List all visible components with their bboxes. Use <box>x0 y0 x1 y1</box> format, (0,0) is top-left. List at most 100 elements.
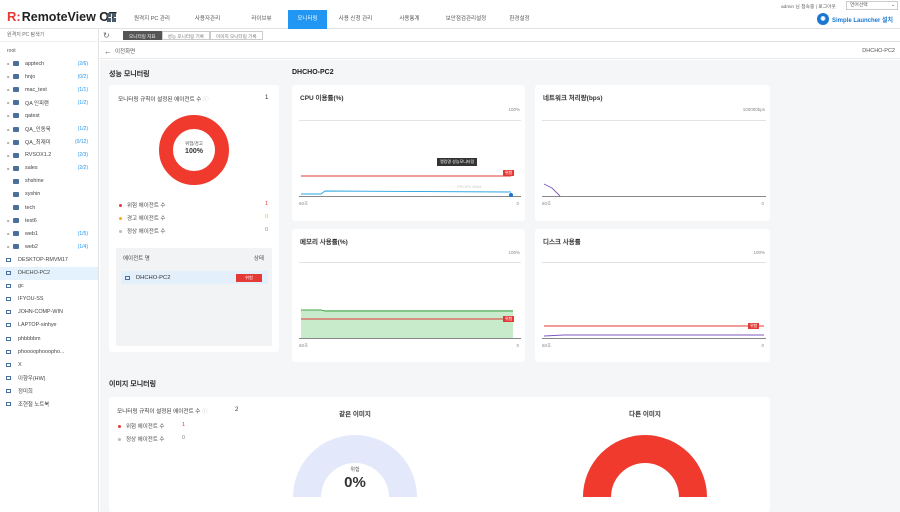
chevron-down-icon: ⌄ <box>890 3 895 8</box>
sidebar-item[interactable]: IFYOU-SS <box>0 293 98 306</box>
perf-agent-count: 1 <box>265 95 269 101</box>
launcher-install-button[interactable]: ◉ Simple Launcher 설치 <box>817 13 893 25</box>
sidebar-item[interactable]: X <box>0 358 98 371</box>
sidebar-item[interactable]: ▸ QA_최재미 (0/12) <box>0 136 98 149</box>
tree-root[interactable]: root <box>7 48 16 54</box>
cpu-x-right: 0 <box>516 201 519 206</box>
sidebar-item-count: (1/2) <box>77 99 88 106</box>
info-icon[interactable]: ⓘ <box>202 97 209 103</box>
nav-security[interactable]: 보안점검관리설정 <box>445 16 487 22</box>
expand-arrow-icon[interactable]: ▸ <box>7 100 10 106</box>
nav-users[interactable]: 사용자관리 <box>194 16 221 22</box>
sidebar-item[interactable]: ▸ apptech (2/6) <box>0 57 98 70</box>
folder-icon <box>13 100 19 106</box>
sidebar-item[interactable]: ▸ mac_test (1/1) <box>0 83 98 96</box>
sidebar-item[interactable]: 정미희 <box>0 384 98 397</box>
sidebar-item[interactable]: ▸ hnjo (0/2) <box>0 70 98 83</box>
disk-x-right: 0 <box>761 343 764 348</box>
pc-icon <box>6 362 11 367</box>
pc-icon <box>6 401 11 406</box>
expand-arrow-icon[interactable]: ▸ <box>7 74 10 80</box>
sidebar-item[interactable]: ▸ web1 (1/5) <box>0 227 98 240</box>
sidebar-item[interactable]: DHCHO-PC2 <box>0 266 98 280</box>
sidebar-item-label: X <box>18 361 22 368</box>
expand-arrow-icon[interactable]: ▸ <box>7 165 10 171</box>
nav-stats[interactable]: 사용통계 <box>399 16 420 22</box>
expand-arrow-icon[interactable]: ▸ <box>7 139 10 145</box>
tab-image-history[interactable]: 이미지 모니터링 기록 <box>210 31 263 40</box>
sidebar-item[interactable]: ▸ test6 <box>0 214 98 227</box>
pc-icon <box>6 388 11 393</box>
sidebar-item[interactable]: ▸ QA_인동욱 (1/2) <box>0 122 98 135</box>
sidebar-item[interactable]: shshine <box>0 175 98 188</box>
expand-arrow-icon[interactable]: ▸ <box>7 113 10 119</box>
net-chart-title: 네트워크 처리량(bps) <box>543 95 603 102</box>
image-section-title: 이미지 모니터링 <box>109 381 157 388</box>
back-button[interactable]: ← 이전화면 <box>104 47 136 56</box>
sidebar-item-label: qatest <box>25 112 40 119</box>
language-select[interactable]: 언어선택 ⌄ <box>846 1 898 10</box>
expand-arrow-icon[interactable]: ▸ <box>7 61 10 67</box>
tab-perf-history[interactable]: 성능 모니터링 기록 <box>161 31 211 40</box>
info-icon[interactable]: ⓘ <box>201 409 208 415</box>
diff-gauge-value: 100% <box>625 474 665 491</box>
sidebar-item-label: tech <box>25 204 36 211</box>
sidebar-item[interactable]: phbbbbm <box>0 332 98 345</box>
expand-arrow-icon[interactable]: ▸ <box>7 218 10 224</box>
nav-remote-pc[interactable]: 원격지 PC 관리 <box>134 16 170 22</box>
sidebar-item-label: 이향우(HW) <box>18 375 46 382</box>
sidebar-item-label: web1 <box>25 230 38 237</box>
expand-arrow-icon[interactable]: ▸ <box>7 244 10 250</box>
logo[interactable]: R: RemoteView OT <box>7 9 117 24</box>
grid-line <box>299 262 521 263</box>
disk-max-label: 100% <box>753 250 765 255</box>
nav-liveview[interactable]: 라이브뷰 <box>251 16 272 22</box>
sidebar-item-label: mac_test <box>25 86 47 93</box>
disk-x-left: 60초 <box>542 343 552 348</box>
sidebar-item[interactable]: syshin <box>0 188 98 201</box>
sidebar-item-label: syshin <box>25 191 41 198</box>
sidebar-item-label: test6 <box>25 217 37 224</box>
image-agent-count: 2 <box>235 407 239 413</box>
sidebar-item[interactable]: tech <box>0 201 98 214</box>
disk-danger-badge: 위험 <box>748 323 760 329</box>
pc-icon <box>6 257 11 262</box>
folder-icon <box>13 126 19 132</box>
sidebar-item-label: 정미희 <box>18 388 33 395</box>
nav-request[interactable]: 사용 신청 관리 <box>338 16 373 22</box>
sidebar-item-label: shshine <box>25 178 44 185</box>
sidebar-item[interactable]: 조현철 노트북 <box>0 397 98 410</box>
sidebar-item-label: gc <box>18 283 24 290</box>
tab-indicators[interactable]: 모니터링 지표 <box>123 31 162 40</box>
sidebar-item[interactable]: LAPTOP-sinhye <box>0 319 98 332</box>
expand-arrow-icon[interactable]: ▸ <box>7 126 10 132</box>
agent-table: 에이전트 명 상태 DHCHO-PC2 위험 <box>116 248 272 346</box>
image-legend-danger: 위험 에이전트 수 <box>118 422 164 430</box>
net-x-right: 0 <box>761 201 764 206</box>
nav-settings[interactable]: 환경설정 <box>509 16 530 22</box>
sidebar-item[interactable]: ▸ web2 (1/4) <box>0 240 98 253</box>
sidebar-item[interactable]: ▸ sales (2/2) <box>0 162 98 175</box>
expand-arrow-icon[interactable]: ▸ <box>7 152 10 158</box>
top-bar: R: RemoteView OT 원격지 PC 관리 사용자관리 라이브뷰 모니터… <box>0 0 900 29</box>
sidebar-item[interactable]: gc <box>0 280 98 293</box>
mem-chart-title: 메모리 사용률(%) <box>300 239 348 246</box>
expand-arrow-icon[interactable]: ▸ <box>7 231 10 237</box>
expand-arrow-icon[interactable]: ▸ <box>7 87 10 93</box>
table-row[interactable]: DHCHO-PC2 위험 <box>121 271 268 284</box>
sidebar-item[interactable]: ▸ qatest <box>0 109 98 122</box>
nav-monitoring[interactable]: 모니터링 <box>288 10 327 29</box>
sidebar-item[interactable]: ▸ RVSOX1.2 (2/3) <box>0 149 98 162</box>
sidebar-item[interactable]: 이향우(HW) <box>0 371 98 384</box>
sidebar-item[interactable]: JOHN-COMP-WIN <box>0 306 98 319</box>
apps-grid-icon[interactable] <box>107 13 116 22</box>
sidebar-item-label: apptech <box>25 60 45 67</box>
same-gauge-label: 위험 <box>350 467 360 473</box>
image-legend-normal-value: 0 <box>182 435 186 441</box>
refresh-icon[interactable]: ↻ <box>103 31 110 40</box>
diff-image-gauge <box>583 435 707 497</box>
sidebar-item[interactable]: DESKTOP-RMVM17 <box>0 253 98 266</box>
admin-links[interactable]: admin 님 접속중 | 로그아웃 <box>781 5 836 10</box>
sidebar-item[interactable]: phoooophooopho... <box>0 345 98 358</box>
sidebar-item[interactable]: ▸ QA 인피랜 (1/2) <box>0 96 98 109</box>
